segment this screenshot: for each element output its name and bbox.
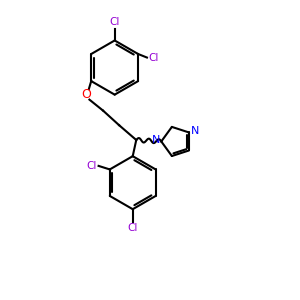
Text: Cl: Cl [110, 17, 120, 27]
Text: Cl: Cl [128, 223, 138, 233]
Text: Cl: Cl [148, 52, 159, 62]
Text: N: N [152, 135, 160, 145]
Text: O: O [81, 88, 91, 101]
Text: N: N [190, 126, 199, 136]
Text: Cl: Cl [86, 161, 97, 171]
